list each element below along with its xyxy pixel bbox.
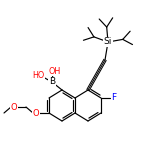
Text: HO: HO xyxy=(32,71,44,81)
Text: Si: Si xyxy=(104,38,112,47)
Text: OH: OH xyxy=(49,67,61,76)
Text: F: F xyxy=(111,93,117,102)
Text: O: O xyxy=(11,102,17,112)
Text: O: O xyxy=(33,109,39,117)
Text: B: B xyxy=(49,78,55,86)
